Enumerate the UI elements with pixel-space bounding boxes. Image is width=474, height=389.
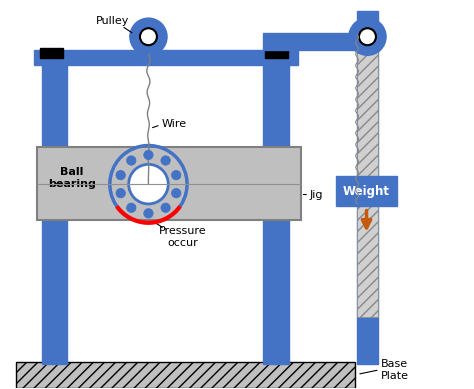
Circle shape [116,170,126,180]
Circle shape [127,156,136,165]
Text: Ball
bearing: Ball bearing [48,167,96,189]
FancyBboxPatch shape [336,176,397,206]
Bar [263,33,378,50]
Circle shape [172,170,181,180]
Circle shape [116,188,126,198]
Text: Base
Plate: Base Plate [381,359,409,380]
Bar [35,50,298,65]
Circle shape [128,165,168,204]
Circle shape [144,209,153,218]
Circle shape [359,28,376,45]
Circle shape [130,19,166,54]
Text: Weight: Weight [343,185,390,198]
Bar [357,34,378,317]
Bar [143,157,153,184]
Circle shape [161,203,170,212]
Circle shape [161,156,170,165]
Circle shape [144,150,153,159]
Text: Pressure
occur: Pressure occur [159,226,207,248]
Text: Jig: Jig [310,189,324,200]
Bar [37,147,301,221]
Circle shape [140,28,157,45]
Bar [265,47,288,58]
Bar [42,53,67,364]
Circle shape [349,19,385,54]
Bar [40,47,63,58]
Circle shape [127,203,136,212]
Circle shape [172,188,181,198]
Bar [263,53,289,364]
Text: Pulley: Pulley [95,16,129,26]
Bar [357,11,378,364]
Text: Wire: Wire [162,119,187,129]
Bar [16,362,355,387]
